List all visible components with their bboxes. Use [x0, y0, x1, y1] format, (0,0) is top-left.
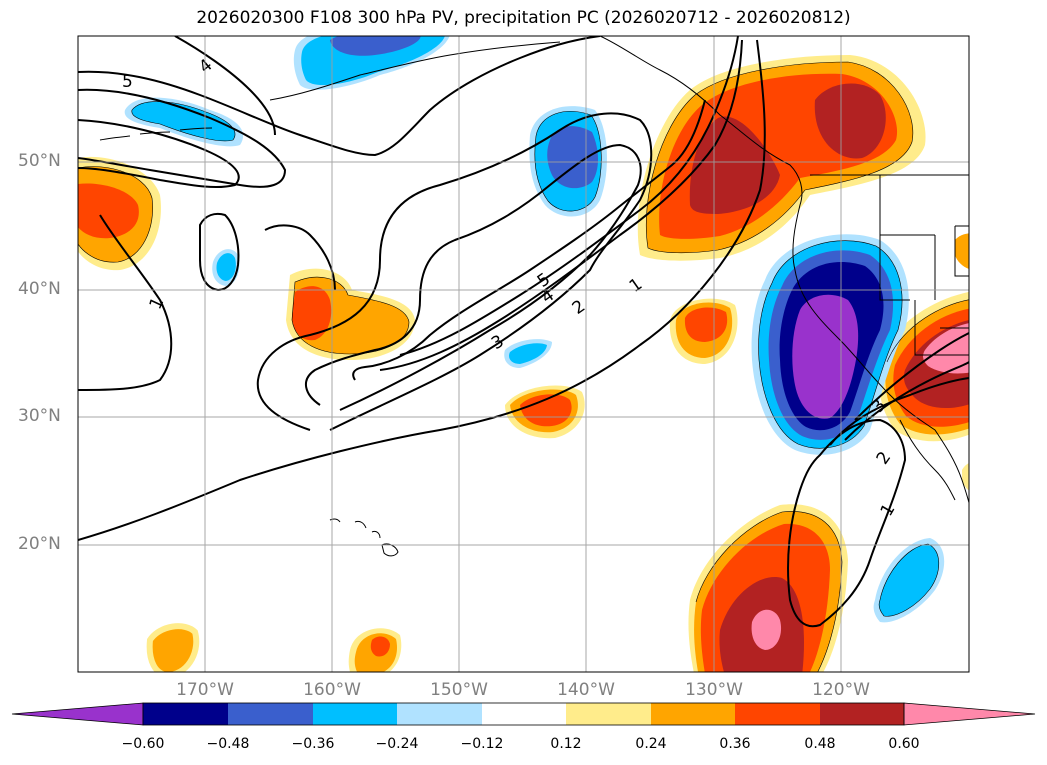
colorbar-bin [313, 703, 397, 725]
latitude-label: 40°N [18, 279, 61, 299]
colorbar-tick-label: 0.36 [719, 736, 751, 752]
baja-coastline [899, 419, 956, 501]
colorbar-bin [820, 703, 904, 725]
colorbar-bin [482, 703, 566, 725]
longitude-label: 130°W [685, 680, 743, 700]
colorbar-bin [228, 703, 313, 725]
coastlines [99, 36, 969, 557]
latitude-label: 30°N [18, 406, 61, 426]
alaska-south-coast [269, 41, 561, 101]
map-frame [77, 35, 970, 673]
precipitation-shading [78, 36, 969, 672]
colorbar-tick-label: 0.60 [888, 736, 920, 752]
colorbar-extend-low [11, 702, 144, 726]
colorbar-tick-label: −0.24 [375, 736, 419, 752]
shading-outlines [78, 61, 969, 672]
latitude-label: 20°N [18, 534, 61, 554]
hawaiian-islands [329, 518, 399, 557]
colorbar-tick-label: 0.12 [550, 736, 582, 752]
longitude-label: 170°W [176, 680, 234, 700]
pv-contour-2 [256, 112, 653, 431]
longitude-label: 140°W [557, 680, 615, 700]
longitude-label: 150°W [430, 680, 488, 700]
colorbar-bin [397, 703, 482, 725]
colorbar-tick-label: −0.60 [121, 736, 165, 752]
longitude-label: 160°W [303, 680, 361, 700]
pv-contour-1 [78, 39, 766, 541]
colorbar-extend-high [903, 702, 1036, 726]
latitude-label: 50°N [18, 151, 61, 171]
state-borders [879, 175, 969, 356]
colorbar-bin [651, 703, 735, 725]
colorbar-tick-label: 0.24 [635, 736, 667, 752]
colorbar-tick-label: −0.48 [206, 736, 250, 752]
contour-label: 5 [122, 72, 133, 92]
pv-contours [78, 36, 969, 628]
chart-title: 2026020300 F108 300 hPa PV, precipitatio… [196, 8, 851, 28]
colorbar-tick-label: −0.36 [291, 736, 335, 752]
colorbar-tick-label: 0.48 [804, 736, 836, 752]
longitude-label: 120°W [812, 680, 870, 700]
colorbar-bin [735, 703, 820, 725]
colorbar-bin [566, 703, 651, 725]
colorbar-bin [143, 703, 228, 725]
colorbar [11, 702, 1036, 726]
colorbar-tick-label: −0.12 [460, 736, 504, 752]
north-america-coastline [599, 36, 969, 505]
gridlines [78, 36, 969, 672]
